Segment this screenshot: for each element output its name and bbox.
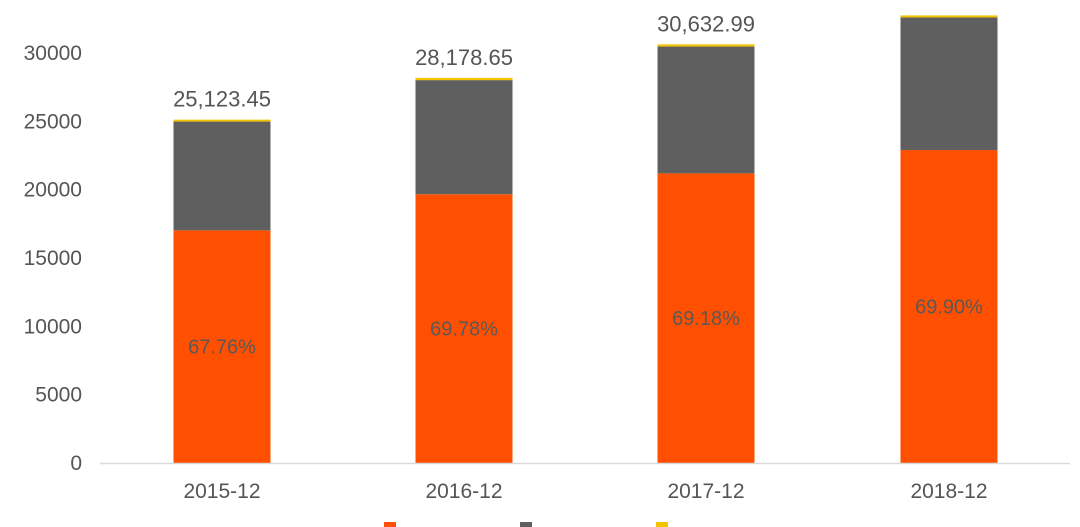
bar-segment-2016-12-s2 xyxy=(415,77,513,81)
bar-segment-2016-12-s0 xyxy=(415,194,513,464)
bars xyxy=(173,15,998,464)
bar-segment-2016-12-s1 xyxy=(415,80,513,195)
x-tick-label: 2018-12 xyxy=(910,480,987,503)
bar-segment-2017-12-s0 xyxy=(657,173,755,463)
legend xyxy=(384,522,668,527)
y-tick-label: 0 xyxy=(70,452,82,475)
bar-segment-2015-12-s2 xyxy=(173,119,271,122)
percent-label: 69.78% xyxy=(430,319,498,341)
total-label: 28,178.65 xyxy=(415,45,513,70)
x-axis: 2015-12 2016-12 2017-12 2018-12 xyxy=(100,462,1070,503)
legend-swatch-s2 xyxy=(656,522,668,527)
y-tick-label: 30000 xyxy=(24,42,82,65)
x-tick-label: 2017-12 xyxy=(667,480,744,503)
bar-segment-2018-12-s2 xyxy=(900,15,998,18)
y-axis: 0 5000 10000 15000 20000 25000 30000 xyxy=(24,42,82,475)
y-tick-label: 10000 xyxy=(24,315,82,338)
percent-label: 69.90% xyxy=(915,297,983,319)
y-tick-label: 20000 xyxy=(24,179,82,202)
percent-label: 67.76% xyxy=(188,337,256,359)
y-tick-label: 15000 xyxy=(24,247,82,270)
bar-segment-2018-12-s0 xyxy=(900,150,998,463)
bar-segment-2015-12-s0 xyxy=(173,230,271,463)
x-tick-label: 2015-12 xyxy=(183,480,260,503)
legend-swatch-s1 xyxy=(520,522,532,527)
total-label: 30,632.99 xyxy=(657,11,755,36)
bar-segment-2017-12-s1 xyxy=(657,46,755,174)
x-tick-label: 2016-12 xyxy=(425,480,502,503)
y-tick-label: 25000 xyxy=(24,110,82,133)
bar-segment-2017-12-s2 xyxy=(657,44,755,47)
y-tick-label: 5000 xyxy=(35,384,82,407)
legend-swatch-s0 xyxy=(384,522,396,527)
percent-label: 69.18% xyxy=(672,308,740,330)
bar-segment-2015-12-s1 xyxy=(173,121,271,231)
total-label: 25,123.45 xyxy=(173,87,271,112)
bar-segment-2018-12-s1 xyxy=(900,17,998,151)
data-labels: 25,123.45 67.76% 28,178.65 69.78% 30,632.99 6… xyxy=(173,11,983,358)
